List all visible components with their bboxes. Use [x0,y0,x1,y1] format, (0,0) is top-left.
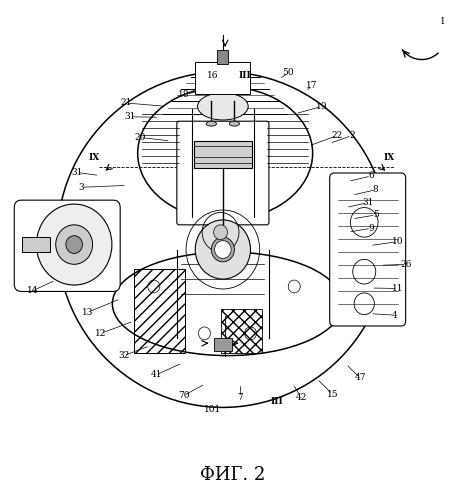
Text: 31: 31 [362,198,374,207]
Bar [214,338,232,351]
Text: 21: 21 [120,98,131,107]
Text: 31: 31 [72,168,83,177]
Text: 10: 10 [392,237,404,246]
Bar [195,62,251,94]
Text: 41: 41 [151,370,162,379]
Bar [22,237,50,252]
Circle shape [66,236,82,253]
Text: 2: 2 [349,131,355,140]
Text: 101: 101 [204,405,221,414]
Text: ФИГ. 2: ФИГ. 2 [200,467,266,485]
Text: 13: 13 [82,308,94,317]
Text: 12: 12 [95,329,107,338]
FancyBboxPatch shape [177,121,269,225]
Circle shape [214,241,231,258]
Bar [217,50,228,64]
Text: 11: 11 [392,284,404,293]
Text: 1: 1 [439,17,445,26]
Text: 4: 4 [392,311,397,320]
Text: 31: 31 [124,112,136,121]
Text: 42: 42 [295,393,307,402]
Text: 7: 7 [238,393,243,402]
Ellipse shape [112,252,343,356]
Bar [194,141,252,168]
Text: 18: 18 [178,89,189,99]
Ellipse shape [198,93,248,120]
Bar [134,269,185,353]
Ellipse shape [137,87,313,220]
Text: 6: 6 [368,172,374,181]
Ellipse shape [229,121,240,126]
Text: 15: 15 [327,390,338,399]
Text: III: III [239,71,252,80]
Circle shape [214,225,227,240]
FancyBboxPatch shape [14,200,120,291]
Text: 50: 50 [282,68,294,77]
Text: 26: 26 [400,260,412,269]
Text: 16: 16 [207,71,219,80]
Text: 20: 20 [134,133,146,142]
Text: 32: 32 [118,351,130,360]
FancyBboxPatch shape [329,173,406,326]
Text: 22: 22 [332,131,343,140]
Text: 14: 14 [27,286,38,295]
Text: 8: 8 [373,185,378,194]
Text: III: III [271,398,284,407]
Text: 9: 9 [368,224,374,233]
Text: IX: IX [89,153,100,162]
Text: 3: 3 [78,183,84,192]
Circle shape [195,220,251,279]
Text: IX: IX [384,153,395,162]
Text: 5: 5 [373,211,379,220]
Circle shape [212,237,234,262]
Bar [220,309,262,353]
Text: 17: 17 [307,81,318,90]
Ellipse shape [206,121,216,126]
Text: 47: 47 [354,373,366,382]
Ellipse shape [57,72,389,407]
Circle shape [36,204,112,285]
Text: 70: 70 [178,391,190,400]
Text: 19: 19 [316,102,328,111]
Circle shape [56,225,93,264]
